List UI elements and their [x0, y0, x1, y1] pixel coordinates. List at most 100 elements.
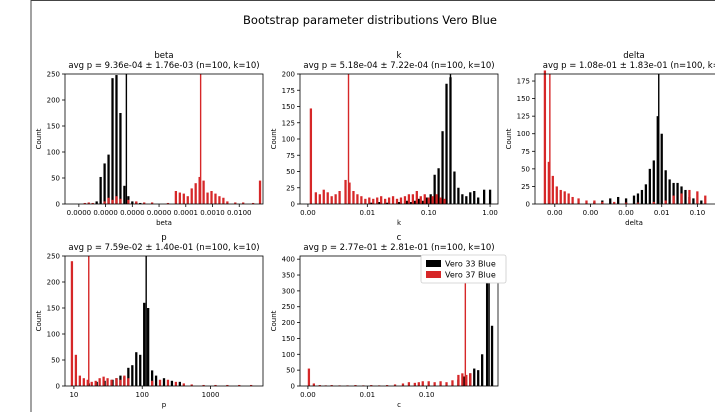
y-tick-label: 0 — [56, 201, 60, 209]
legend-label-vero-37: Vero 37 Blue — [445, 271, 496, 280]
histogram-bar — [318, 194, 321, 204]
histogram-bar — [106, 378, 109, 386]
histogram-bar — [485, 259, 489, 386]
histogram-bar — [190, 384, 193, 386]
histogram-bar — [162, 378, 166, 386]
x-axis-label: beta — [156, 219, 172, 227]
y-axis-label: Count — [35, 310, 43, 331]
x-axis-label: c — [397, 401, 401, 409]
histogram-bar — [174, 381, 178, 386]
histogram-bar — [483, 189, 486, 204]
histogram-bar — [419, 196, 422, 204]
histogram-bar — [660, 133, 663, 204]
subplot-title: k — [397, 51, 402, 61]
subplot-title: c — [397, 233, 402, 243]
histogram-bar — [477, 370, 480, 386]
histogram-bar — [326, 192, 329, 204]
plot-area — [64, 73, 264, 205]
histogram-bar — [330, 385, 333, 386]
histogram-bar — [322, 189, 325, 204]
x-tick-label: 0.10 — [690, 209, 706, 217]
histogram-bar — [182, 383, 185, 386]
histogram-bar — [364, 198, 367, 204]
histogram-bar — [139, 202, 142, 204]
histogram-bar — [131, 201, 134, 204]
histogram-bar — [672, 182, 675, 204]
series-vero-37 — [309, 108, 446, 204]
histogram-bar — [83, 202, 86, 204]
histogram-bar — [330, 196, 333, 204]
histogram-bar — [178, 381, 181, 386]
histogram-bar — [664, 200, 667, 204]
histogram-bar — [103, 163, 106, 204]
y-tick-label: 100 — [282, 136, 295, 144]
histogram-bar — [437, 168, 440, 204]
histogram-bar — [99, 176, 102, 204]
histogram-bar — [461, 194, 464, 204]
histogram-bar — [338, 191, 341, 204]
histogram-bar — [380, 196, 383, 204]
y-tick-label: 350 — [282, 272, 295, 280]
histogram-bar — [391, 196, 395, 204]
y-tick-label: 0 — [56, 383, 60, 391]
plot-area — [299, 255, 499, 387]
x-tick-label: 0.10 — [421, 209, 437, 217]
histogram-bar — [567, 193, 570, 204]
histogram-bar — [411, 194, 414, 204]
histogram-bar — [423, 194, 426, 204]
y-tick-label: 0 — [291, 201, 295, 209]
histogram-bar — [91, 202, 94, 204]
histogram-bar — [668, 179, 671, 204]
histogram-bar — [563, 191, 566, 204]
histogram-bar — [435, 194, 438, 204]
y-tick-label: 75 — [521, 148, 530, 156]
subplot-title: beta — [154, 51, 173, 61]
y-tick-label: 100 — [47, 331, 60, 339]
histogram-bar — [490, 325, 494, 386]
histogram-bar — [413, 200, 416, 204]
histogram-bar — [186, 196, 189, 204]
histogram-bar — [344, 179, 347, 204]
histogram-bar — [119, 379, 122, 386]
histogram-bar — [198, 176, 201, 204]
histogram-bar — [238, 384, 241, 386]
histogram-bar — [127, 367, 130, 386]
histogram-bar — [613, 201, 616, 204]
histogram-bar — [551, 175, 554, 204]
histogram-bar — [86, 379, 89, 386]
y-tick-label: 100 — [517, 130, 530, 138]
subplot-title: delta — [623, 51, 645, 61]
y-tick-label: 175 — [282, 87, 295, 95]
histogram-bar — [154, 375, 158, 386]
legend: Vero 33 Blue Vero 37 Blue — [420, 254, 507, 284]
histogram-bar — [648, 168, 651, 204]
histogram-bar — [427, 381, 430, 386]
histogram-bar — [601, 201, 604, 204]
y-tick-label: 175 — [517, 78, 530, 86]
histogram-bar — [585, 200, 588, 204]
histogram-bar — [427, 197, 430, 204]
histogram-bar — [692, 198, 695, 204]
histogram-bar — [251, 202, 255, 204]
x-tick-label: 1.00 — [482, 209, 498, 217]
histogram-bar — [135, 352, 138, 386]
histogram-bar — [481, 354, 484, 386]
histogram-bar — [94, 380, 97, 386]
histogram-bar — [107, 154, 110, 204]
histogram-bar — [222, 197, 225, 204]
histogram-bar — [226, 384, 229, 386]
histogram-bar — [174, 191, 178, 204]
histogram-bar — [469, 192, 472, 204]
subplot-title: p — [161, 233, 166, 243]
x-tick-label: 0.00 — [618, 209, 634, 217]
y-tick-label: 200 — [282, 319, 295, 327]
histogram-bar — [477, 197, 480, 204]
x-tick-label: 0.00 — [583, 209, 599, 217]
legend-label-vero-33: Vero 33 Blue — [445, 260, 496, 269]
histogram-bar — [547, 161, 550, 204]
histogram-bar — [421, 381, 424, 386]
